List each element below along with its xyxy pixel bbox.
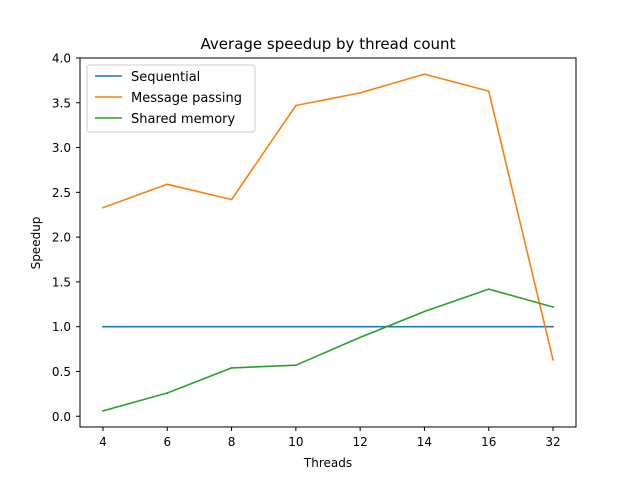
data-point-shared-memory-12 [359, 336, 361, 339]
x-tick-label-10: 10 [288, 435, 303, 449]
legend-label-message-passing: Message passing [131, 91, 242, 106]
data-point-message-passing-10 [295, 104, 297, 107]
data-point-shared-memory-6 [166, 392, 169, 394]
data-point-message-passing-14 [423, 73, 426, 75]
data-point-message-passing-16 [487, 90, 490, 92]
data-point-shared-memory-32 [552, 306, 554, 308]
data-point-message-passing-6 [166, 183, 169, 186]
x-tick-label-16: 16 [481, 435, 496, 449]
x-tick-label-8: 8 [228, 435, 236, 449]
y-tick-label-2-0: 2.0 [52, 231, 71, 245]
data-point-message-passing-32 [552, 359, 554, 361]
data-point-shared-memory-10 [295, 364, 297, 367]
y-tick-label-2-5: 2.5 [52, 186, 71, 200]
chart-title: Average speedup by thread count [201, 35, 456, 53]
data-point-sequential-4 [102, 325, 104, 328]
data-point-sequential-14 [423, 325, 426, 328]
legend: Sequential Message passing Shared memory [86, 64, 256, 133]
y-tick-label-3-0: 3.0 [52, 141, 71, 155]
data-point-shared-memory-4 [102, 410, 104, 412]
y-axis-label: Speedup [29, 217, 43, 270]
y-tick-label-0-0: 0.0 [52, 410, 71, 424]
series-line-shared-memory [102, 288, 554, 412]
series-line-message-passing [101, 73, 554, 361]
data-point-shared-memory-14 [423, 310, 426, 313]
series-layer [101, 73, 554, 412]
x-tick-label-14: 14 [417, 435, 432, 449]
y-tick-label-3-5: 3.5 [52, 96, 71, 110]
legend-label-shared-memory: Shared memory [131, 112, 236, 127]
y-tick-label-1-0: 1.0 [52, 320, 71, 334]
data-point-shared-memory-16 [487, 288, 490, 290]
ticks-layer: 4 6 8 10 12 14 16 32 0.0 0.5 1.0 1.5 2.0 2.5 3.0 3.5 4.0 [52, 52, 561, 450]
data-point-message-passing-4 [102, 206, 104, 209]
data-point-sequential-10 [295, 325, 297, 328]
data-point-sequential-16 [487, 325, 490, 328]
x-tick-label-4: 4 [99, 435, 107, 449]
data-point-sequential-6 [166, 325, 169, 328]
x-tick-label-12: 12 [353, 435, 368, 449]
data-point-shared-memory-8 [230, 367, 233, 369]
x-tick-label-6: 6 [163, 435, 171, 449]
plot-frame [79, 57, 577, 428]
y-tick-label-0-5: 0.5 [52, 365, 71, 379]
x-tick-label-32: 32 [545, 435, 560, 449]
legend-box [86, 64, 256, 133]
data-point-sequential-12 [359, 325, 361, 328]
y-tick-label-4-0: 4.0 [52, 52, 71, 66]
y-tick-label-1-5: 1.5 [52, 275, 71, 289]
data-point-sequential-8 [230, 325, 233, 328]
data-point-sequential-32 [552, 325, 554, 328]
legend-label-sequential: Sequential [131, 70, 200, 85]
x-axis-label: Threads [303, 456, 352, 470]
data-point-message-passing-12 [359, 92, 361, 94]
data-point-message-passing-8 [230, 198, 233, 201]
